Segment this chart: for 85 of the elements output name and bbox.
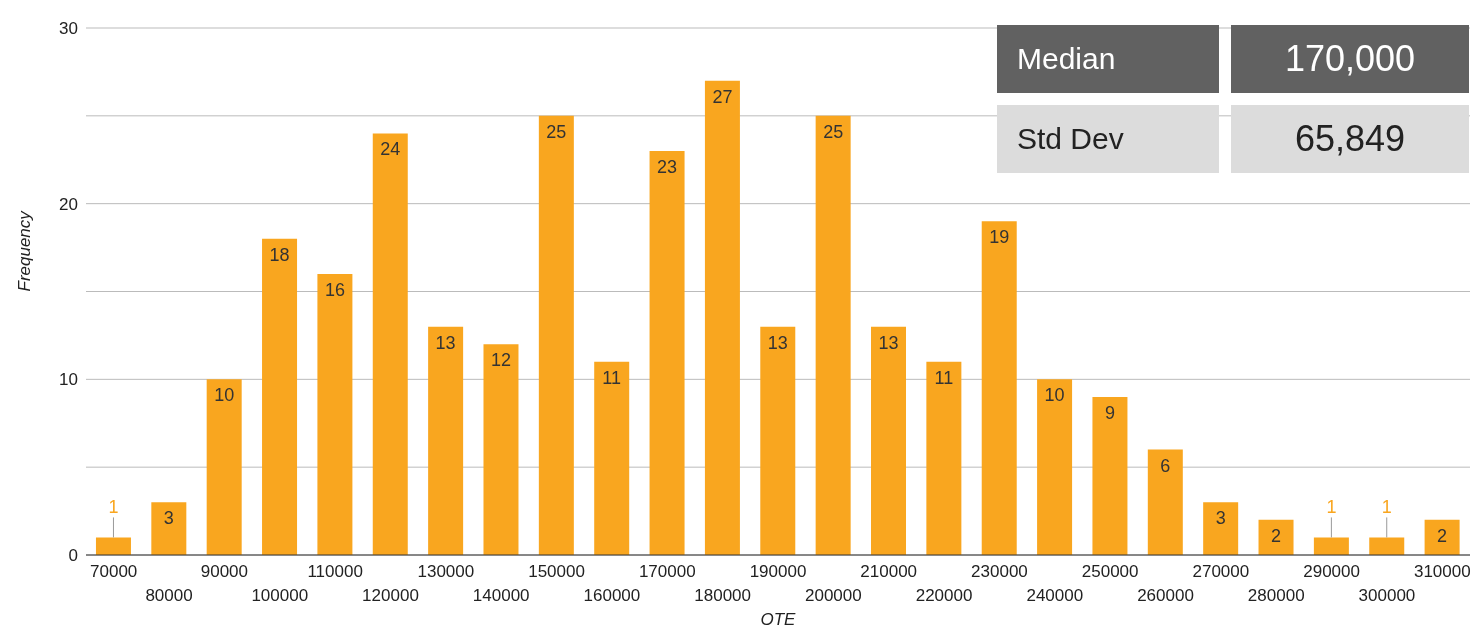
bar	[1258, 519, 1294, 555]
data-label: 11	[602, 367, 622, 388]
y-axis-title: Frequency	[15, 209, 35, 292]
y-tick-label: 20	[59, 194, 78, 214]
data-label: 23	[657, 156, 678, 177]
data-label: 18	[269, 244, 290, 265]
bar	[95, 537, 131, 555]
x-tick-label: 70000	[90, 562, 138, 581]
bar	[704, 80, 740, 555]
bar	[871, 326, 906, 555]
data-label: 16	[324, 279, 345, 300]
bar	[1313, 537, 1349, 555]
data-label: 27	[712, 86, 733, 107]
data-label: 11	[934, 367, 954, 388]
bar	[594, 361, 630, 555]
bar	[760, 326, 796, 555]
x-tick-label: 120000	[362, 586, 419, 605]
bar	[317, 273, 353, 555]
bar	[372, 133, 408, 555]
x-tick-label: 220000	[915, 586, 973, 605]
data-label: 2	[1271, 525, 1282, 546]
y-tick-label: 0	[68, 546, 78, 566]
x-tick-label: 190000	[749, 562, 807, 581]
bar	[1203, 502, 1239, 555]
data-label: 1	[1381, 497, 1392, 518]
data-label: 3	[1215, 508, 1226, 529]
data-label: 13	[435, 332, 456, 353]
x-tick-label: 100000	[251, 586, 309, 605]
table-cell: Std Dev	[997, 105, 1219, 173]
x-tick-label: 180000	[694, 586, 752, 605]
x-tick-label: 280000	[1247, 586, 1305, 605]
x-tick-label: 290000	[1303, 562, 1360, 581]
bar	[815, 115, 851, 555]
x-tick-label: 200000	[804, 586, 862, 605]
y-tick-label: 10	[59, 370, 78, 390]
data-label: 24	[380, 139, 401, 160]
data-label: 6	[1160, 455, 1171, 476]
x-tick-label: 250000	[1081, 562, 1139, 581]
x-tick-label: 160000	[583, 586, 641, 605]
x-tick-label: 210000	[860, 562, 918, 581]
x-tick-label: 230000	[971, 562, 1028, 581]
data-label: 2	[1437, 525, 1448, 546]
x-tick-label: 260000	[1137, 586, 1194, 605]
y-tick-label: 30	[59, 19, 78, 39]
x-tick-label: 270000	[1192, 562, 1250, 581]
data-label: 1	[1326, 497, 1337, 518]
table-cell: 65,849	[1231, 105, 1469, 173]
data-label: 3	[163, 508, 174, 529]
data-label: 19	[989, 227, 1010, 248]
x-tick-label: 300000	[1358, 586, 1416, 605]
x-tick-label: 170000	[638, 562, 696, 581]
bar	[151, 502, 187, 555]
x-tick-label: 140000	[472, 586, 530, 605]
x-tick-label: 110000	[307, 562, 363, 581]
x-tick-label: 130000	[417, 562, 475, 581]
data-label: 13	[767, 332, 788, 353]
bar	[981, 221, 1017, 555]
bar	[428, 326, 464, 555]
bar	[926, 361, 962, 555]
x-axis-title: OTE	[760, 610, 797, 629]
bar	[1092, 396, 1128, 555]
table-cell: 170,000	[1231, 25, 1469, 93]
data-label: 9	[1104, 402, 1115, 423]
x-tick-label: 150000	[528, 562, 585, 581]
bar	[206, 379, 242, 555]
data-label: 10	[1044, 385, 1065, 406]
x-tick-label: 90000	[200, 562, 249, 581]
bar	[262, 238, 298, 555]
data-label: 12	[490, 350, 511, 371]
x-tick-label: 310000	[1413, 562, 1471, 581]
x-tick-label: 80000	[145, 586, 193, 605]
bar	[1369, 537, 1405, 555]
bar	[1424, 519, 1460, 555]
bar	[538, 115, 574, 555]
bar	[483, 344, 519, 555]
bar	[1147, 449, 1183, 555]
bar	[649, 150, 685, 555]
data-label: 1	[108, 497, 119, 518]
data-label: 10	[214, 385, 235, 406]
data-label: 13	[878, 332, 899, 353]
table-cell: Median	[997, 25, 1219, 93]
data-label: 25	[546, 121, 567, 142]
data-label: 25	[823, 121, 844, 142]
bar	[1037, 379, 1073, 555]
x-tick-label: 240000	[1026, 586, 1084, 605]
